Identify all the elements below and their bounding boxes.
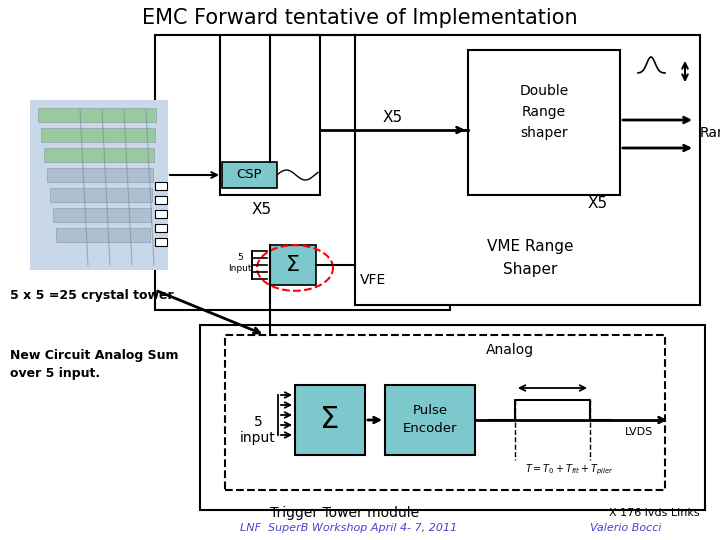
FancyBboxPatch shape (155, 182, 167, 190)
FancyBboxPatch shape (468, 50, 620, 195)
Text: X5: X5 (588, 195, 608, 211)
FancyBboxPatch shape (44, 148, 154, 162)
FancyBboxPatch shape (225, 335, 665, 490)
Text: New Circuit Analog Sum
over 5 input.: New Circuit Analog Sum over 5 input. (10, 349, 179, 381)
Text: VFE: VFE (360, 273, 386, 287)
FancyBboxPatch shape (53, 208, 151, 222)
FancyBboxPatch shape (41, 128, 155, 142)
FancyBboxPatch shape (50, 188, 152, 202)
Text: EMC Forward tentative of Implementation: EMC Forward tentative of Implementation (142, 8, 578, 28)
FancyBboxPatch shape (155, 210, 167, 218)
Text: 5 x 5 =25 crystal tower: 5 x 5 =25 crystal tower (10, 288, 174, 301)
Text: Trigger Tower module: Trigger Tower module (270, 506, 419, 520)
FancyBboxPatch shape (155, 196, 167, 204)
Text: Valerio Bocci: Valerio Bocci (590, 523, 662, 533)
FancyBboxPatch shape (385, 385, 475, 455)
Text: X 176 lvds Links: X 176 lvds Links (609, 508, 700, 518)
Text: Pulse
Encoder: Pulse Encoder (402, 404, 457, 435)
Text: LNF  SuperB Workshop April 4- 7, 2011: LNF SuperB Workshop April 4- 7, 2011 (240, 523, 457, 533)
Text: X5: X5 (383, 111, 403, 125)
Text: CSP: CSP (236, 168, 262, 181)
FancyBboxPatch shape (38, 108, 156, 122)
Text: Σ: Σ (320, 406, 340, 435)
Text: Range: Range (700, 126, 720, 140)
FancyBboxPatch shape (56, 228, 150, 242)
FancyBboxPatch shape (295, 385, 365, 455)
FancyBboxPatch shape (270, 245, 316, 285)
FancyBboxPatch shape (155, 35, 450, 310)
FancyBboxPatch shape (155, 224, 167, 232)
Text: Analog: Analog (486, 343, 534, 357)
Text: VME Range
Shaper: VME Range Shaper (487, 239, 573, 276)
Text: X5: X5 (252, 202, 272, 218)
FancyBboxPatch shape (220, 35, 320, 195)
Text: 5
Input: 5 Input (228, 253, 252, 273)
Text: Double
Range
shaper: Double Range shaper (519, 84, 569, 140)
FancyBboxPatch shape (30, 100, 168, 270)
FancyBboxPatch shape (222, 162, 277, 188)
Text: Σ: Σ (286, 255, 300, 275)
FancyBboxPatch shape (47, 168, 153, 182)
FancyBboxPatch shape (200, 325, 705, 510)
FancyBboxPatch shape (155, 238, 167, 246)
Text: $T=T_0+T_{fit}+T_{piler}$: $T=T_0+T_{fit}+T_{piler}$ (526, 463, 615, 477)
FancyBboxPatch shape (355, 35, 700, 305)
Text: 5
input: 5 input (240, 415, 276, 445)
Text: LVDS: LVDS (625, 427, 653, 437)
